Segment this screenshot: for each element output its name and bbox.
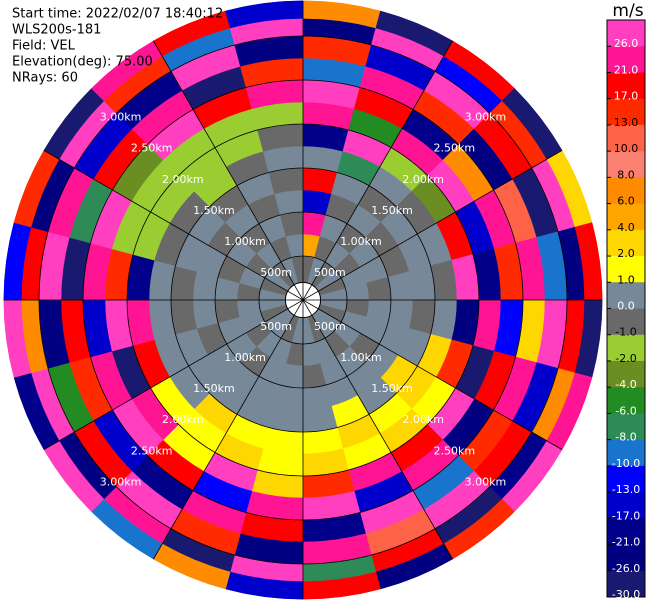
range-ring-label: 3.00km	[100, 475, 142, 488]
header-line: Start time: 2022/02/07 18:40:12	[12, 7, 223, 22]
range-ring-label: 3.00km	[100, 111, 142, 124]
colorbar-bin	[607, 360, 645, 388]
range-ring-label: 500m	[260, 320, 292, 333]
colorbar: 26.0 21.0 17.0 13.0 10.0 8.0 6.0 4.0 2.0 1.0 0.0 -1…	[606, 19, 646, 601]
velocity-cell	[170, 299, 198, 335]
range-ring	[214, 211, 392, 389]
range-ring	[126, 123, 480, 477]
colorbar-bin	[607, 439, 645, 467]
range-ring-label: 1.00km	[340, 235, 382, 248]
colorbar-bin	[607, 124, 645, 152]
colorbar-bin	[607, 46, 645, 73]
velocity-cell	[302, 405, 338, 433]
colorbar-tick-label: -2.0	[615, 352, 636, 365]
colorbar-bin	[607, 465, 645, 493]
colorbar-tick-label: -4.0	[615, 378, 636, 391]
colorbar-bin	[607, 151, 645, 178]
colorbar-bin	[607, 177, 645, 205]
overlay: 500m 500m 500m 500m 1.00km 1.00km 1.00km 1.00km…	[3, 0, 603, 600]
colorbar-bin	[607, 20, 645, 47]
range-ring-label: 2.50km	[131, 142, 173, 155]
colorbar-bin	[607, 518, 645, 546]
colorbar-bin	[607, 256, 645, 283]
colorbar-tick-label: 10.0	[614, 142, 639, 155]
colorbar-tick-label: -13.0	[612, 483, 640, 496]
range-ring-label: 500m	[260, 266, 292, 279]
colorbar-tick-label: 1.0	[617, 273, 635, 286]
colorbar-bin	[607, 203, 645, 231]
velocity-cell	[408, 299, 436, 335]
velocity-cell	[302, 167, 338, 195]
colorbar-tick-label: 8.0	[617, 168, 635, 181]
colorbar-tick-label: 26.0	[614, 37, 639, 50]
colorbar-tick-label: -8.0	[615, 431, 636, 444]
range-ring-label: 1.50km	[193, 204, 235, 217]
colorbar-bin	[607, 98, 645, 126]
range-ring	[258, 255, 348, 345]
colorbar-bin	[607, 544, 645, 572]
header-line: Field: VEL	[12, 39, 76, 54]
colorbar-tick-label: -26.0	[612, 562, 640, 575]
range-ring-label: 1.00km	[224, 351, 266, 364]
colorbar-bin	[607, 413, 645, 441]
range-ring-label: 3.00km	[465, 111, 507, 124]
range-ring-label: 3.00km	[465, 475, 507, 488]
range-ring-label: 1.50km	[193, 382, 235, 395]
velocity-cell	[268, 405, 304, 433]
colorbar-tick-label: -10.0	[612, 457, 640, 470]
colorbar-tick-label: 2.0	[617, 247, 635, 260]
range-ring-label: 2.00km	[402, 413, 444, 426]
range-ring	[38, 35, 568, 565]
colorbar-tick-label: 6.0	[617, 195, 635, 208]
colorbar-tick-label: -1.0	[615, 326, 636, 339]
range-ring-label: 1.50km	[371, 204, 413, 217]
colorbar-bin	[607, 570, 645, 598]
range-ring-label: 2.50km	[434, 444, 476, 457]
header-line: NRays: 60	[12, 71, 78, 86]
header-line: WLS200s-181	[12, 23, 101, 38]
colorbar-bin	[607, 72, 645, 100]
colorbar-tick-label: -21.0	[612, 536, 640, 549]
range-ring-label: 2.00km	[162, 173, 204, 186]
colorbar-bin	[607, 229, 645, 257]
range-ring-label: 1.00km	[340, 351, 382, 364]
colorbar-tick-label: -6.0	[615, 404, 636, 417]
spoke	[153, 40, 453, 560]
colorbar-bin	[607, 334, 645, 362]
velocity-cell	[408, 265, 436, 301]
colorbar-title: m/s	[612, 1, 643, 21]
range-ring	[82, 79, 524, 521]
colorbar-tick-label: 4.0	[617, 221, 635, 234]
colorbar-bin	[607, 308, 645, 336]
ppi-plot	[3, 0, 603, 600]
colorbar-tick-label: -30.0	[612, 588, 640, 601]
range-ring-label: 2.50km	[131, 444, 173, 457]
colorbar-tick-label: 0.0	[617, 300, 635, 313]
range-ring-label: 2.00km	[162, 413, 204, 426]
velocity-cell	[170, 265, 198, 301]
colorbar-bin	[607, 387, 645, 414]
colorbar-tick-label: -17.0	[612, 509, 640, 522]
range-ring-label: 2.00km	[402, 173, 444, 186]
colorbar-bin	[607, 282, 645, 309]
colorbar-tick-label: 13.0	[614, 116, 639, 129]
header-line: Elevation(deg): 75.00	[12, 55, 153, 70]
velocity-cell	[268, 167, 304, 195]
colorbar-bin	[607, 492, 645, 519]
range-ring-label: 2.50km	[434, 142, 476, 155]
range-ring	[170, 167, 436, 433]
colorbar-tick-label: 21.0	[614, 63, 639, 76]
range-ring-label: 500m	[314, 320, 346, 333]
colorbar-tick-label: 17.0	[614, 90, 639, 103]
range-ring-label: 1.00km	[224, 235, 266, 248]
range-ring-label: 500m	[314, 266, 346, 279]
range-ring-label: 1.50km	[371, 382, 413, 395]
